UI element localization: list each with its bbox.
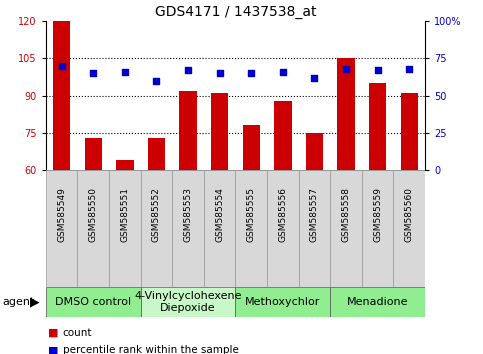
Text: ■: ■ — [48, 346, 59, 354]
Bar — [53, 21, 71, 170]
FancyBboxPatch shape — [267, 170, 298, 287]
Text: GSM585550: GSM585550 — [89, 188, 98, 242]
Point — [216, 70, 224, 76]
Text: GSM585559: GSM585559 — [373, 188, 382, 242]
FancyBboxPatch shape — [330, 170, 362, 287]
FancyBboxPatch shape — [362, 170, 394, 287]
Text: GSM585553: GSM585553 — [184, 188, 193, 242]
FancyBboxPatch shape — [394, 170, 425, 287]
Point — [311, 75, 318, 81]
Bar — [148, 138, 165, 170]
Bar — [306, 133, 323, 170]
Text: GSM585556: GSM585556 — [278, 188, 287, 242]
Point — [247, 70, 255, 76]
Point — [184, 68, 192, 73]
FancyBboxPatch shape — [77, 170, 109, 287]
FancyBboxPatch shape — [330, 287, 425, 317]
Point — [58, 63, 66, 69]
Text: Methoxychlor: Methoxychlor — [245, 297, 321, 307]
Title: GDS4171 / 1437538_at: GDS4171 / 1437538_at — [155, 5, 316, 19]
FancyBboxPatch shape — [46, 287, 141, 317]
FancyBboxPatch shape — [204, 170, 236, 287]
FancyBboxPatch shape — [46, 170, 77, 287]
Text: GSM585555: GSM585555 — [247, 188, 256, 242]
FancyBboxPatch shape — [298, 170, 330, 287]
Text: GSM585558: GSM585558 — [341, 188, 351, 242]
Text: GSM585552: GSM585552 — [152, 188, 161, 242]
Point — [121, 69, 129, 75]
Bar — [369, 83, 386, 170]
Point — [342, 66, 350, 72]
Text: GSM585554: GSM585554 — [215, 188, 224, 242]
Point — [374, 68, 382, 73]
Text: GSM585557: GSM585557 — [310, 188, 319, 242]
FancyBboxPatch shape — [236, 287, 330, 317]
Text: Menadione: Menadione — [347, 297, 409, 307]
Text: percentile rank within the sample: percentile rank within the sample — [63, 346, 239, 354]
Text: GSM585551: GSM585551 — [120, 188, 129, 242]
Bar — [400, 93, 418, 170]
Text: ▶: ▶ — [30, 295, 40, 308]
Bar — [242, 125, 260, 170]
Bar — [337, 58, 355, 170]
FancyBboxPatch shape — [172, 170, 204, 287]
Point — [279, 69, 287, 75]
Text: agent: agent — [2, 297, 35, 307]
Bar — [116, 160, 134, 170]
FancyBboxPatch shape — [141, 170, 172, 287]
Text: 4-Vinylcyclohexene
Diepoxide: 4-Vinylcyclohexene Diepoxide — [134, 291, 242, 313]
Point — [153, 78, 160, 84]
Bar — [274, 101, 292, 170]
Point — [405, 66, 413, 72]
Bar — [179, 91, 197, 170]
Text: GSM585549: GSM585549 — [57, 188, 66, 242]
Point — [89, 70, 97, 76]
Text: ■: ■ — [48, 328, 59, 338]
Text: count: count — [63, 328, 92, 338]
Bar — [85, 138, 102, 170]
Text: GSM585560: GSM585560 — [405, 188, 414, 242]
FancyBboxPatch shape — [109, 170, 141, 287]
Text: DMSO control: DMSO control — [55, 297, 131, 307]
FancyBboxPatch shape — [236, 170, 267, 287]
Bar — [211, 93, 228, 170]
FancyBboxPatch shape — [141, 287, 236, 317]
